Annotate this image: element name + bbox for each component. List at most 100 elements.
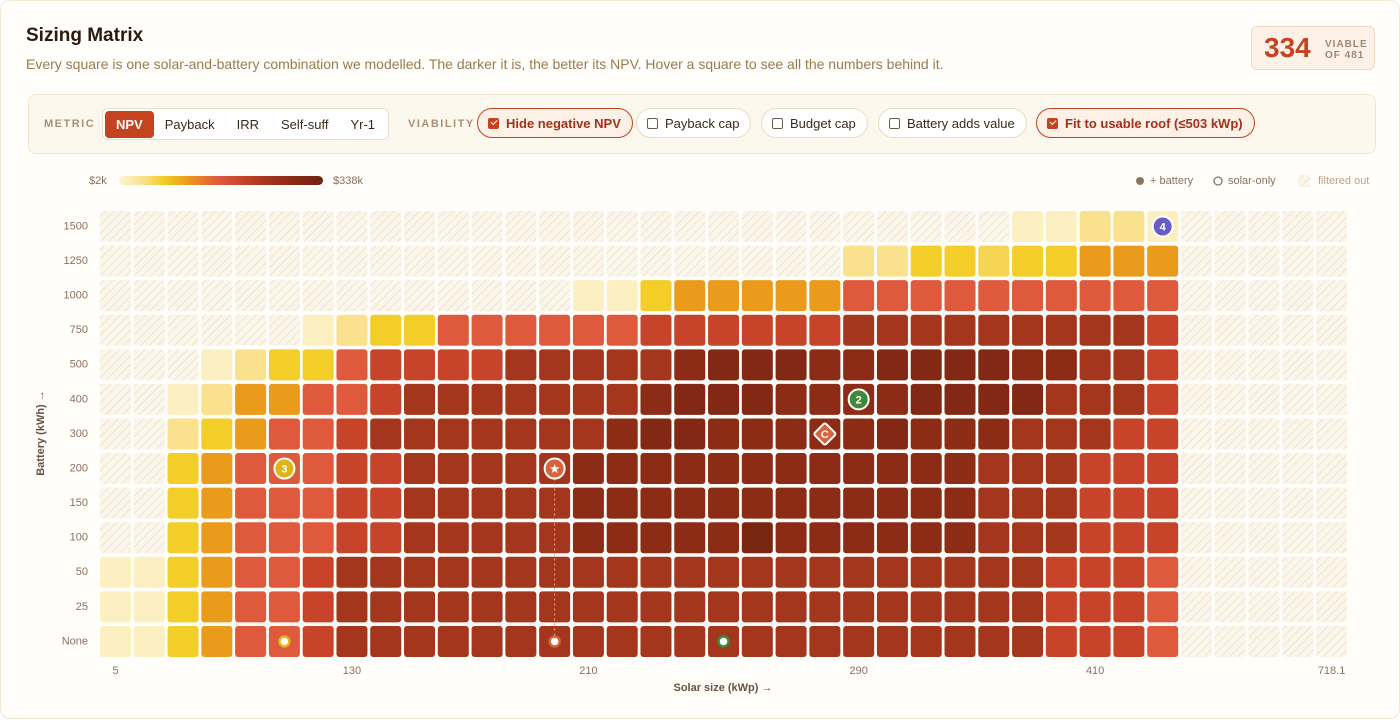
- cell[interactable]: [437, 453, 469, 485]
- cell[interactable]: [708, 314, 740, 346]
- cell[interactable]: [1113, 383, 1145, 415]
- cell[interactable]: [944, 591, 976, 623]
- cell[interactable]: [708, 349, 740, 381]
- cell[interactable]: [741, 418, 773, 450]
- cell[interactable]: [910, 383, 942, 415]
- cell[interactable]: [843, 591, 875, 623]
- cell[interactable]: [1113, 591, 1145, 623]
- cell[interactable]: [336, 418, 368, 450]
- cell[interactable]: [336, 314, 368, 346]
- cell[interactable]: [910, 349, 942, 381]
- cell[interactable]: [910, 418, 942, 450]
- cell[interactable]: [809, 487, 841, 519]
- cell[interactable]: [978, 453, 1010, 485]
- cell[interactable]: [437, 625, 469, 657]
- cell[interactable]: [167, 487, 199, 519]
- cell[interactable]: [471, 487, 503, 519]
- cell[interactable]: [505, 556, 537, 588]
- cell[interactable]: [1113, 280, 1145, 312]
- cell[interactable]: [843, 314, 875, 346]
- cell[interactable]: [1079, 522, 1111, 554]
- cell[interactable]: [1012, 280, 1044, 312]
- cell[interactable]: [876, 280, 908, 312]
- cell[interactable]: [606, 280, 638, 312]
- cell[interactable]: [268, 349, 300, 381]
- cell[interactable]: [876, 245, 908, 277]
- cell[interactable]: [336, 383, 368, 415]
- cell[interactable]: [910, 522, 942, 554]
- cell[interactable]: [235, 591, 267, 623]
- cell[interactable]: [505, 383, 537, 415]
- cell[interactable]: [302, 418, 334, 450]
- cell[interactable]: [843, 245, 875, 277]
- cell[interactable]: [1012, 487, 1044, 519]
- cell[interactable]: [1079, 314, 1111, 346]
- cell[interactable]: [1079, 591, 1111, 623]
- cell[interactable]: [809, 314, 841, 346]
- cell[interactable]: [809, 280, 841, 312]
- cell[interactable]: [1045, 453, 1077, 485]
- cell[interactable]: [437, 591, 469, 623]
- cell[interactable]: [944, 280, 976, 312]
- cell[interactable]: [741, 487, 773, 519]
- cell[interactable]: [235, 418, 267, 450]
- cell[interactable]: [1147, 418, 1179, 450]
- cell[interactable]: [640, 625, 672, 657]
- cell[interactable]: [572, 349, 604, 381]
- cell[interactable]: [201, 453, 233, 485]
- cell[interactable]: [876, 487, 908, 519]
- cell[interactable]: [1045, 418, 1077, 450]
- cell[interactable]: [1113, 349, 1145, 381]
- cell[interactable]: [302, 556, 334, 588]
- cell[interactable]: [674, 625, 706, 657]
- cell[interactable]: [505, 314, 537, 346]
- cell[interactable]: [876, 625, 908, 657]
- cell[interactable]: [1045, 211, 1077, 242]
- cell[interactable]: [539, 349, 571, 381]
- cell[interactable]: [539, 522, 571, 554]
- cell[interactable]: [1147, 556, 1179, 588]
- cell[interactable]: [268, 487, 300, 519]
- cell[interactable]: [809, 556, 841, 588]
- cell[interactable]: [100, 625, 131, 657]
- cell[interactable]: [978, 383, 1010, 415]
- cell[interactable]: [235, 487, 267, 519]
- cell[interactable]: [1147, 349, 1179, 381]
- cell[interactable]: [640, 522, 672, 554]
- cell[interactable]: [1113, 625, 1145, 657]
- cell[interactable]: [944, 314, 976, 346]
- cell[interactable]: [741, 625, 773, 657]
- cell[interactable]: [606, 418, 638, 450]
- cell[interactable]: [1079, 453, 1111, 485]
- filter-pill[interactable]: Budget cap: [761, 108, 868, 138]
- cell[interactable]: [606, 453, 638, 485]
- cell[interactable]: [708, 556, 740, 588]
- cell[interactable]: [1045, 522, 1077, 554]
- cell[interactable]: [1079, 211, 1111, 242]
- cell[interactable]: [167, 453, 199, 485]
- cell[interactable]: [775, 591, 807, 623]
- cell[interactable]: [1012, 211, 1044, 242]
- cell[interactable]: [978, 349, 1010, 381]
- cell[interactable]: [708, 453, 740, 485]
- cell[interactable]: [606, 383, 638, 415]
- cell[interactable]: [201, 487, 233, 519]
- cell[interactable]: [100, 591, 131, 623]
- cell[interactable]: [910, 556, 942, 588]
- cell[interactable]: [235, 522, 267, 554]
- cell[interactable]: [437, 314, 469, 346]
- cell[interactable]: [775, 487, 807, 519]
- cell[interactable]: [167, 591, 199, 623]
- cell[interactable]: [1045, 556, 1077, 588]
- cell[interactable]: [471, 625, 503, 657]
- cell[interactable]: [640, 314, 672, 346]
- cell[interactable]: [606, 625, 638, 657]
- cell[interactable]: [572, 453, 604, 485]
- cell[interactable]: [268, 556, 300, 588]
- cell[interactable]: [809, 522, 841, 554]
- cell[interactable]: [201, 418, 233, 450]
- cell[interactable]: [235, 383, 267, 415]
- cell[interactable]: [572, 383, 604, 415]
- cell[interactable]: [505, 522, 537, 554]
- cell[interactable]: [370, 453, 402, 485]
